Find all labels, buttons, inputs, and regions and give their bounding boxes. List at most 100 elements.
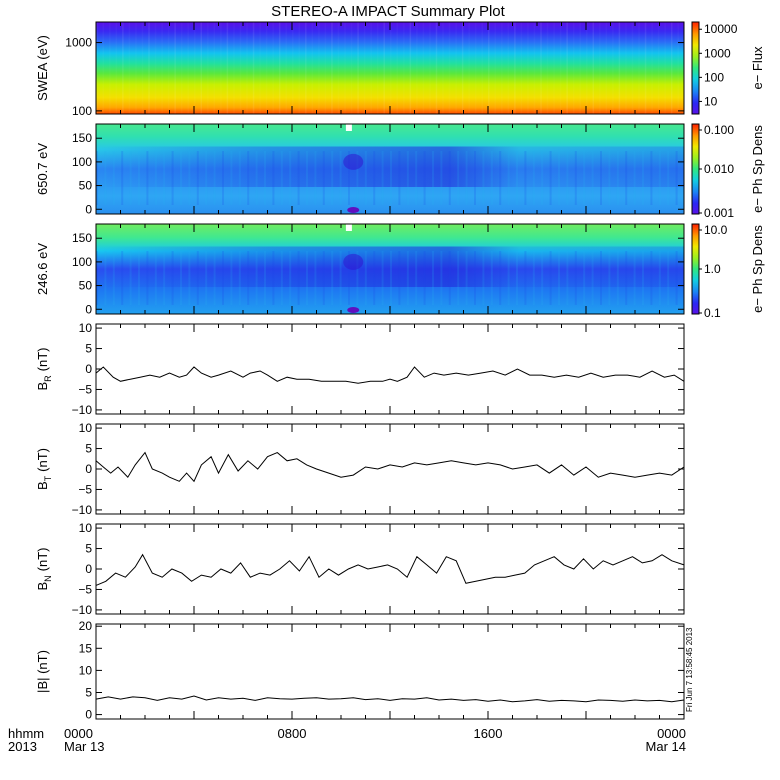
- swea-streak: [214, 22, 216, 114]
- pad246-streak: [616, 251, 619, 305]
- pad246-ylabel: 246.6 eV: [35, 243, 50, 295]
- pad650-colorbar-label: e− Ph Sp Dens: [750, 125, 765, 213]
- pad650-streak: [238, 151, 241, 205]
- swea-streak: [135, 22, 137, 114]
- swea-colorbar-tick-label: 10000: [704, 22, 738, 36]
- pad246-streak: [558, 251, 560, 305]
- swea-streak: [259, 22, 261, 114]
- pad246-streak: [390, 251, 392, 305]
- pad650-streak: [549, 151, 552, 205]
- pad650-ylabel: 650.7 eV: [35, 143, 50, 195]
- pad246-streak: [222, 251, 224, 305]
- pad650-streak: [247, 151, 250, 205]
- swea-streak: [449, 22, 451, 114]
- pad246-ytick-label: 0: [85, 302, 92, 316]
- pad246-streak: [675, 251, 678, 305]
- pad246-streak: [314, 251, 317, 305]
- swea-streak: [155, 22, 157, 114]
- pad246-streak: [264, 251, 266, 305]
- swea-streak: [278, 22, 281, 114]
- pad650-streak: [180, 151, 182, 205]
- panel-br: −10 −5 0 5 10 BR (nT): [35, 321, 685, 417]
- pad246-streak: [490, 251, 493, 305]
- pad246-streak: [163, 251, 166, 305]
- pad246-streak: [482, 251, 485, 305]
- pad650-streak: [457, 151, 460, 205]
- br-ytick-label: 0: [85, 362, 92, 376]
- pad650-streak: [381, 151, 384, 205]
- swea-streak: [455, 22, 457, 114]
- bn-ylabel: BN (nT): [35, 547, 53, 590]
- panel-bn: −10 −5 0 5 10 BN (nT): [35, 521, 685, 617]
- br-frame: [95, 323, 685, 415]
- swea-streak: [501, 22, 503, 114]
- swea-colorbar-label: e− Flux: [750, 46, 765, 89]
- pad246-colorbar-label: e− Ph Sp Dens: [750, 225, 765, 313]
- pad246-streak: [339, 251, 342, 305]
- br-ytick-label: 5: [85, 342, 92, 356]
- pad650-streak: [415, 151, 418, 205]
- bn-ytick-label: −10: [72, 603, 93, 617]
- swea-streak: [442, 22, 444, 114]
- swea-streak: [226, 22, 229, 114]
- swea-streak: [625, 22, 627, 114]
- swea-streak: [344, 22, 346, 114]
- pad650-streak: [373, 151, 376, 205]
- pad246-streak: [625, 251, 628, 305]
- swea-ytick-label: 100: [72, 104, 92, 118]
- panel-swea: 100 1000 SWEA (eV) 10 100 1000 10000 e− Flux: [35, 21, 765, 118]
- pad650-colorbar-tick-label: 0.010: [704, 162, 734, 176]
- bn-ytick-label: 5: [85, 542, 92, 556]
- pad650-streak: [104, 151, 107, 205]
- swea-streak: [416, 22, 418, 114]
- pad650-streak: [490, 151, 493, 205]
- pad650-streak: [625, 151, 628, 205]
- pad650-streak: [280, 151, 283, 205]
- swea-streak: [187, 22, 189, 114]
- pad246-streak: [129, 251, 132, 305]
- pad650-streak: [264, 151, 266, 205]
- pad650-streak: [255, 151, 258, 205]
- pad650-streak: [499, 151, 502, 205]
- pad650-streak: [667, 151, 670, 205]
- swea-streak: [435, 22, 438, 114]
- swea-streak: [423, 22, 425, 114]
- bt-series-line: [95, 451, 685, 483]
- panel-bt: −10 −5 0 5 10 BT (nT): [35, 421, 685, 517]
- pad650-ytick-label: 100: [72, 155, 92, 169]
- swea-streak: [377, 22, 379, 114]
- pad650-streak: [121, 151, 124, 205]
- pad246-streak: [154, 251, 157, 305]
- swea-ytick-label: 1000: [65, 36, 92, 50]
- time-tick-label: 0000: [657, 726, 686, 741]
- pad246-streak: [549, 251, 552, 305]
- pad246-streak: [348, 251, 350, 305]
- br-ytick-label: 10: [79, 321, 93, 335]
- swea-streak: [252, 22, 255, 114]
- bn-ylabel-unit: (nT): [35, 547, 50, 571]
- pad246-streak: [213, 251, 216, 305]
- pad650-data-gap: [345, 124, 352, 131]
- pad246-streak: [457, 251, 460, 305]
- pad650-streak: [440, 151, 443, 205]
- pad650-streak: [642, 151, 644, 205]
- pad246-streak: [440, 251, 443, 305]
- pad650-streak: [138, 151, 140, 205]
- pad650-streak: [516, 151, 518, 205]
- pad650-streak: [608, 151, 611, 205]
- swea-colorbar: [691, 21, 700, 115]
- pad650-streak: [658, 151, 661, 205]
- pad246-streak: [574, 251, 577, 305]
- swea-streak: [461, 22, 464, 114]
- swea-streak: [651, 22, 653, 114]
- bn-ylabel-symbol: B: [35, 582, 50, 591]
- swea-streak: [606, 22, 608, 114]
- pad650-low-density-band: [96, 146, 684, 187]
- pad650-streak: [112, 151, 115, 205]
- bt-ylabel-subscript: T: [43, 475, 53, 481]
- br-ytick-label: −10: [72, 403, 93, 417]
- pad650-streak: [339, 151, 342, 205]
- pad246-streak: [583, 251, 586, 305]
- pad246-streak: [356, 251, 359, 305]
- pad650-streak: [213, 151, 216, 205]
